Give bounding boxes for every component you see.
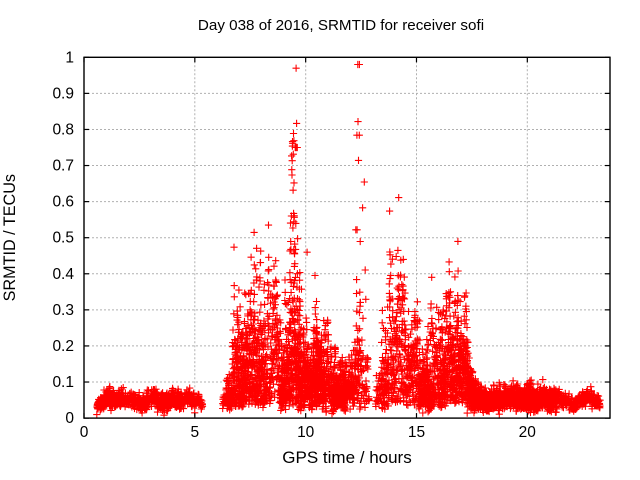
svg-text:10: 10 xyxy=(297,424,315,441)
svg-text:0.6: 0.6 xyxy=(52,194,74,211)
svg-text:0.8: 0.8 xyxy=(52,122,74,139)
svg-text:0.5: 0.5 xyxy=(52,230,74,247)
svg-text:15: 15 xyxy=(408,424,425,441)
svg-text:0.9: 0.9 xyxy=(52,85,74,102)
svg-text:0: 0 xyxy=(80,424,89,441)
svg-text:5: 5 xyxy=(190,424,199,441)
svg-text:0.7: 0.7 xyxy=(52,158,74,175)
svg-text:0: 0 xyxy=(65,410,74,427)
svg-text:0.2: 0.2 xyxy=(52,338,74,355)
svg-text:SRMTID / TECUs: SRMTID / TECUs xyxy=(1,174,19,301)
svg-text:1: 1 xyxy=(65,49,74,66)
svg-text:20: 20 xyxy=(519,424,537,441)
svg-text:0.4: 0.4 xyxy=(52,266,74,283)
svg-text:Day 038 of 2016, SRMTID for re: Day 038 of 2016, SRMTID for receiver sof… xyxy=(198,17,484,34)
svg-text:0.3: 0.3 xyxy=(52,302,74,319)
svg-text:0.1: 0.1 xyxy=(52,374,74,391)
svg-text:GPS time / hours: GPS time / hours xyxy=(282,448,411,467)
